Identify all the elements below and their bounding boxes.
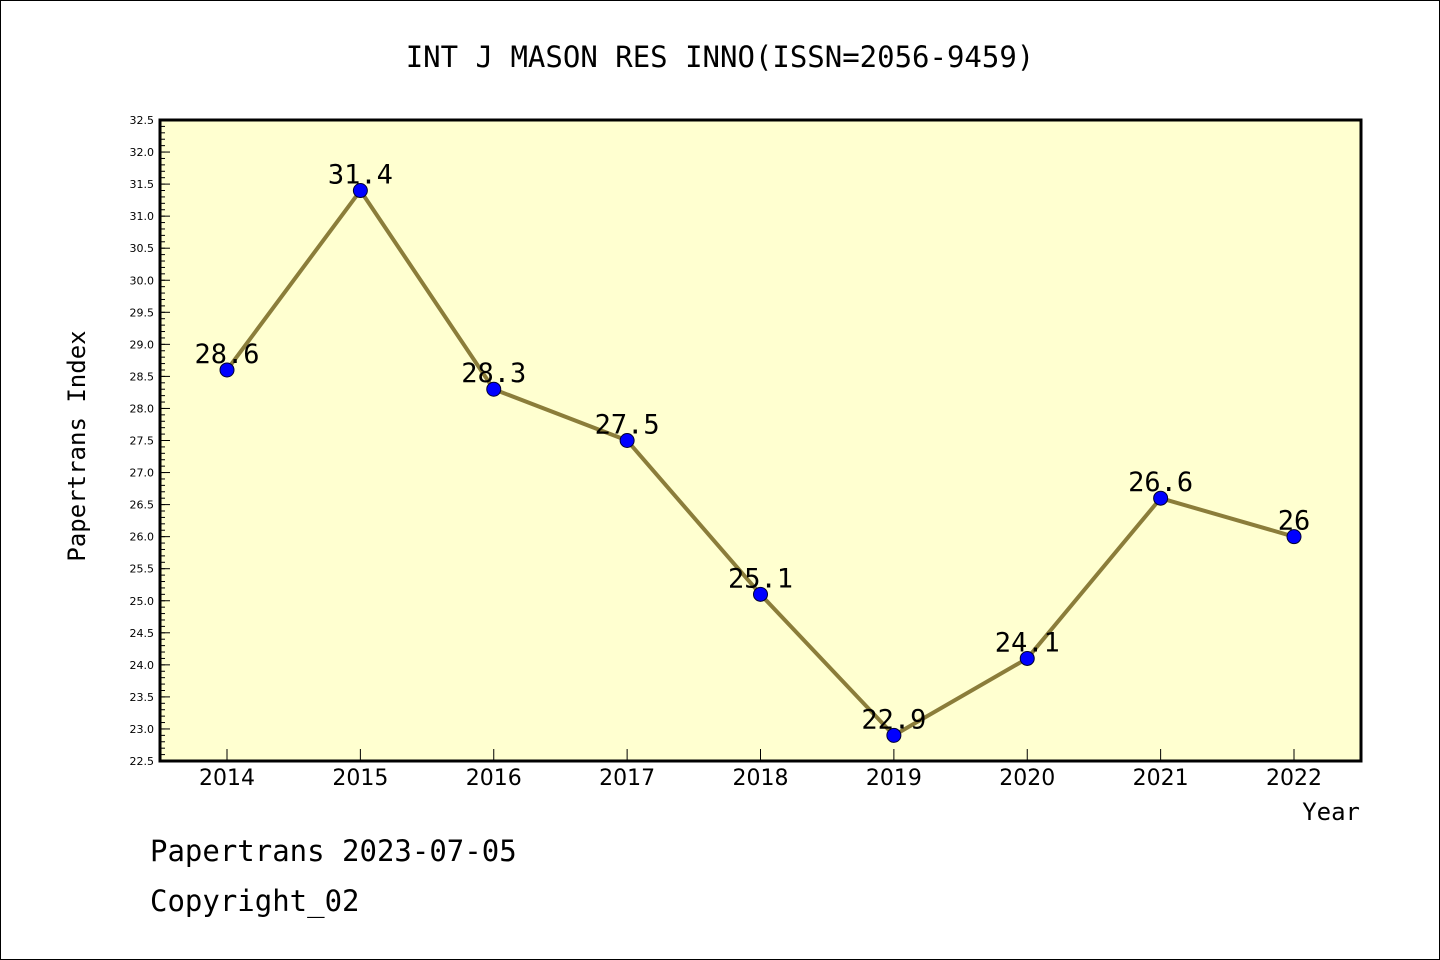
y-tick-label: 26.0: [130, 531, 155, 544]
y-tick-label: 24.5: [130, 627, 155, 640]
y-axis-label: Papertrans Index: [63, 330, 91, 561]
data-point: [219, 362, 235, 378]
footer-copyright: Copyright_02: [150, 884, 360, 918]
y-tick-label: 25.5: [130, 563, 155, 576]
y-tick-label: 32.5: [130, 114, 155, 127]
data-point: [619, 433, 635, 448]
y-tick-label: 23.5: [130, 691, 155, 704]
y-tick-label: 24.0: [130, 659, 155, 672]
x-tick-label: 2019: [866, 766, 922, 791]
y-tick-label: 29.5: [130, 306, 155, 319]
y-tick-label: 22.5: [130, 755, 155, 768]
y-tick-label: 23.0: [130, 723, 155, 736]
x-tick-label: 2021: [1133, 766, 1189, 791]
data-point: [1286, 529, 1302, 545]
data-point: [886, 727, 902, 743]
x-axis-ticks: 2014 2015 2016 2017 2018 2019 2020 2021 2022: [199, 749, 1322, 791]
x-tick-label: 2014: [199, 766, 255, 791]
x-tick-label: 2015: [332, 766, 388, 791]
footer-source: Papertrans 2023-07-05: [150, 834, 517, 868]
x-tick-label: 2022: [1266, 766, 1322, 791]
y-tick-label: 26.5: [130, 499, 155, 512]
y-tick-label: 28.0: [130, 402, 155, 415]
y-axis-ticks: 22.5 23.0 23.5 24.0 24.5 25.0 25.5 26.0 26.5 27.0…: [130, 114, 170, 768]
x-axis-label: Year: [1302, 798, 1360, 826]
data-label: 28.3: [461, 358, 526, 389]
y-tick-label: 27.5: [130, 435, 155, 448]
x-tick-label: 2020: [999, 766, 1055, 791]
x-tick-label: 2018: [733, 766, 789, 791]
y-tick-label: 31.5: [130, 178, 155, 191]
data-point: [753, 586, 768, 602]
data-label: 26: [1278, 506, 1311, 537]
data-point: [1019, 650, 1035, 666]
y-tick-label: 31.0: [130, 210, 155, 223]
data-point: [1153, 490, 1169, 506]
plot-area: [158, 118, 1363, 763]
y-tick-label: 32.0: [130, 146, 155, 159]
data-label: 22.9: [861, 704, 926, 735]
data-label: 28.6: [194, 339, 259, 370]
y-tick-label: 29.0: [130, 338, 155, 351]
chart-title: INT J MASON RES INNO(ISSN=2056-9459): [406, 40, 1035, 74]
data-point: [486, 381, 502, 397]
data-point: [352, 183, 368, 199]
y-tick-label: 25.0: [130, 595, 155, 608]
data-label: 25.1: [728, 563, 793, 594]
y-tick-label: 28.5: [130, 370, 155, 383]
data-labels: 28.6 31.4 28.3 27.5 25.1 22.9 24.1 26.6 26: [194, 160, 1310, 736]
data-label: 26.6: [1128, 467, 1193, 498]
y-tick-label: 27.0: [130, 467, 155, 480]
data-label: 24.1: [995, 627, 1060, 658]
x-tick-label: 2017: [599, 766, 655, 791]
y-tick-label: 30.5: [130, 242, 155, 255]
x-tick-label: 2016: [466, 766, 522, 791]
data-label: 27.5: [595, 410, 660, 441]
data-label: 31.4: [328, 160, 393, 191]
y-tick-label: 30.0: [130, 274, 155, 287]
series-markers: [219, 183, 1302, 743]
